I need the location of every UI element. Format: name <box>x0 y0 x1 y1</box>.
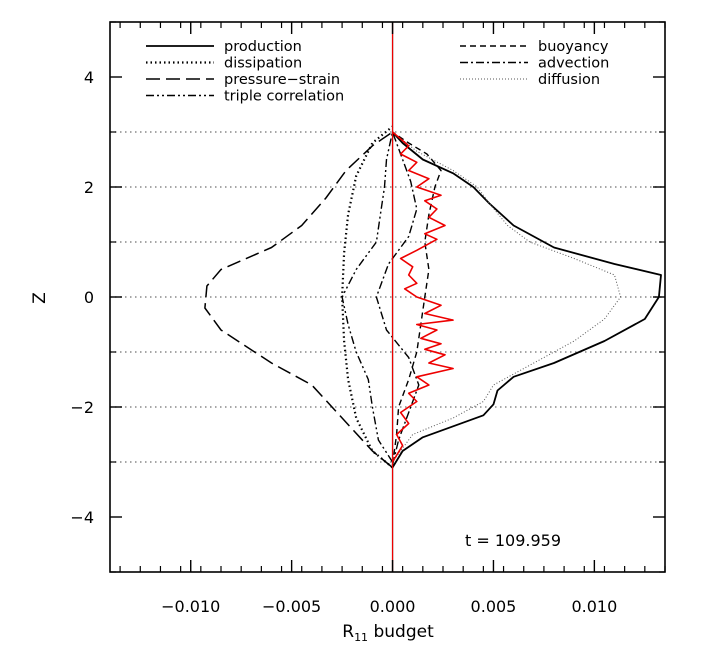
series-production <box>391 131 662 468</box>
reference-lines <box>110 131 665 463</box>
x-axis-label-main: R <box>342 622 354 642</box>
x-axis-label-sub: 11 <box>354 631 368 644</box>
legend-label-right-0: buoyancy <box>538 39 609 55</box>
legend-label-right-2: diffusion <box>538 72 600 88</box>
legend-label-left-1: dissipation <box>224 56 302 72</box>
y-tick-label: 4 <box>84 68 94 87</box>
y-tick-label: 2 <box>84 178 94 197</box>
x-tick-label: −0.010 <box>161 597 220 616</box>
y-tick-label: −2 <box>70 398 94 417</box>
x-tick-label: 0.005 <box>471 597 517 616</box>
time-annotation: t = 109.959 <box>465 531 561 550</box>
series-red <box>391 131 454 463</box>
x-axis-label: R11 budget <box>342 622 434 644</box>
legend-label-left-3: triple correlation <box>224 89 344 105</box>
series-advection <box>375 131 420 465</box>
legend-label-left-0: production <box>224 39 302 55</box>
series-pressure-strain <box>204 131 393 469</box>
x-tick-label: 0.000 <box>370 597 416 616</box>
y-axis-label: Z <box>30 292 50 304</box>
x-tick-label: −0.005 <box>262 597 321 616</box>
series-buoyancy <box>391 131 442 465</box>
series-layer <box>204 22 662 572</box>
series-diffusion <box>392 131 622 463</box>
axis-ticks: −0.010 −0.005 0.000 0.005 0.010 −4 −2 0 2 4 <box>70 21 666 616</box>
legend: productiondissipationpressure−straintrip… <box>146 39 609 105</box>
series-triple-correlation <box>341 131 394 463</box>
y-tick-label: −4 <box>70 508 94 527</box>
series-dissipation <box>341 125 394 469</box>
legend-label-left-2: pressure−strain <box>224 72 340 88</box>
legend-label-right-1: advection <box>538 56 609 72</box>
x-axis-label-rest: budget <box>368 622 434 642</box>
x-tick-label: 0.010 <box>571 597 617 616</box>
plot-frame <box>109 21 666 573</box>
y-tick-label: 0 <box>84 288 94 307</box>
